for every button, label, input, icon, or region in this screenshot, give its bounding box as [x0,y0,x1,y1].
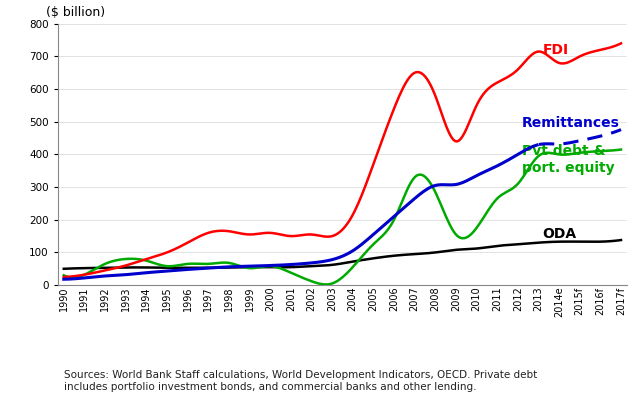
Text: ODA: ODA [543,227,577,240]
Text: Pvt debt &
port. equity: Pvt debt & port. equity [522,144,614,175]
Text: Sources: World Bank Staff calculations, World Development Indicators, OECD. Priv: Sources: World Bank Staff calculations, … [64,370,537,392]
Text: Remittances: Remittances [522,116,620,130]
Text: FDI: FDI [543,43,569,57]
Text: ($ billion): ($ billion) [46,6,106,19]
